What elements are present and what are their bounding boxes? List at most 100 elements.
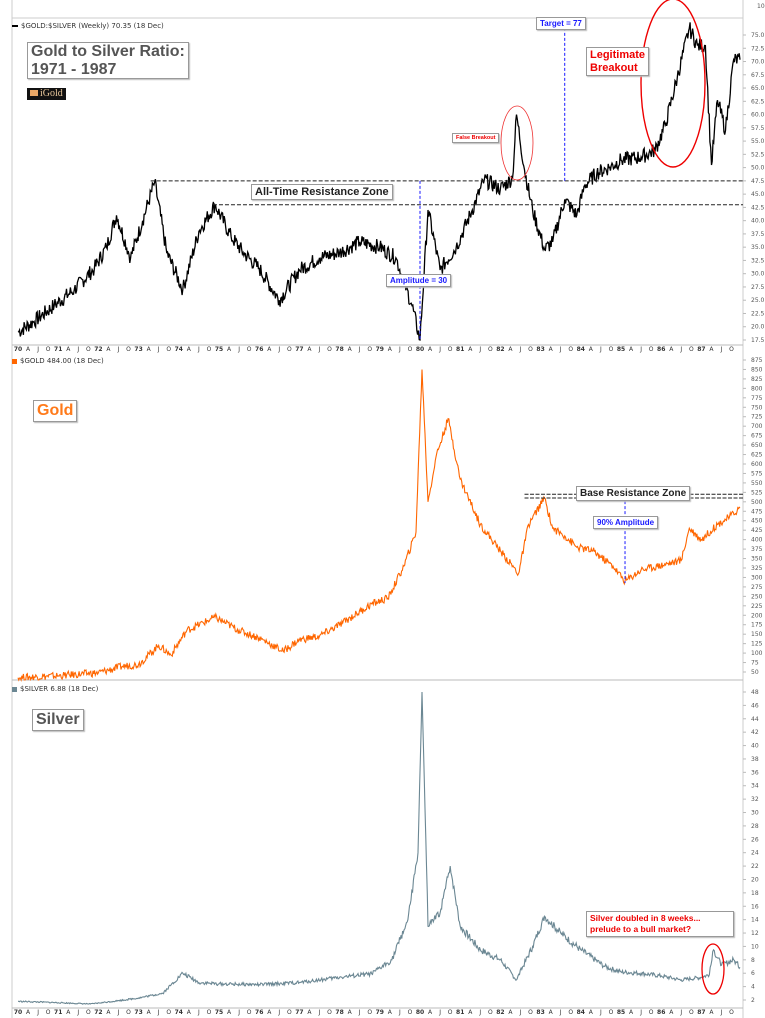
y-tick-label: 6 — [751, 970, 755, 977]
x-quarter-label: J — [76, 346, 79, 353]
y-tick-label: 48 — [751, 689, 759, 696]
x-quarter-label: O — [408, 1009, 413, 1016]
y-tick-label: 8 — [751, 957, 755, 964]
x-quarter-label: A — [709, 1009, 714, 1016]
x-year-label: 79 — [376, 346, 384, 353]
y-tick-label: 70.0 — [751, 59, 765, 66]
y-tick-label: 20.0 — [751, 324, 765, 331]
gold-series-line — [17, 369, 741, 683]
x-quarter-label: J — [76, 1009, 79, 1016]
x-quarter-label: O — [166, 1009, 171, 1016]
y-tick-label: 750 — [751, 404, 763, 411]
x-quarter-label: O — [126, 346, 131, 353]
x-quarter-label: J — [639, 346, 642, 353]
x-year-label: 76 — [255, 1009, 263, 1016]
silver-title: Silver — [32, 709, 84, 731]
x-year-label: 87 — [697, 346, 705, 353]
y-tick-label: 20 — [751, 876, 759, 883]
y-tick-label: 16 — [751, 903, 759, 910]
x-quarter-label: O — [689, 1009, 694, 1016]
x-quarter-label: O — [729, 1009, 734, 1016]
x-quarter-label: A — [508, 346, 513, 353]
x-quarter-label: A — [267, 1009, 272, 1016]
x-quarter-label: O — [528, 346, 533, 353]
x-quarter-label: A — [388, 1009, 393, 1016]
x-quarter-label: O — [448, 1009, 453, 1016]
y-tick-label: 44 — [751, 716, 759, 723]
x-quarter-label: J — [720, 346, 723, 353]
x-quarter-label: A — [147, 1009, 152, 1016]
x-year-label: 77 — [295, 346, 303, 353]
x-year-label: 72 — [94, 1009, 102, 1016]
x-quarter-label: A — [26, 1009, 31, 1016]
y-tick-label: 875 — [751, 357, 763, 364]
x-quarter-label: O — [46, 1009, 51, 1016]
x-quarter-label: O — [86, 1009, 91, 1016]
y-tick-label: 30 — [751, 810, 759, 817]
x-year-label: 71 — [54, 346, 62, 353]
x-quarter-label: A — [187, 346, 192, 353]
x-quarter-label: O — [568, 1009, 573, 1016]
x-quarter-label: J — [720, 1009, 723, 1016]
y-tick-label: 650 — [751, 442, 763, 449]
gold-amplitude-label: 90% Amplitude — [593, 516, 659, 529]
y-tick-label: 25.0 — [751, 297, 765, 304]
y-tick-label: 46 — [751, 702, 759, 709]
x-quarter-label: J — [358, 1009, 361, 1016]
y-tick-label: 45.0 — [751, 191, 765, 198]
x-quarter-label: O — [126, 1009, 131, 1016]
x-quarter-label: J — [599, 1009, 602, 1016]
x-quarter-label: A — [348, 346, 353, 353]
y-tick-label: 225 — [751, 603, 763, 610]
x-quarter-label: A — [468, 346, 473, 353]
y-tick-label: 17.5 — [751, 337, 765, 344]
x-year-label: 85 — [617, 346, 625, 353]
breakout-ellipse — [640, 0, 706, 168]
x-quarter-label: O — [287, 1009, 292, 1016]
y-tick-label: 125 — [751, 641, 763, 648]
x-quarter-label: O — [247, 1009, 252, 1016]
x-quarter-label: J — [519, 346, 522, 353]
x-quarter-label: J — [398, 346, 401, 353]
x-quarter-label: A — [669, 1009, 674, 1016]
y-tick-label: 40.0 — [751, 218, 765, 225]
x-quarter-label: A — [106, 1009, 111, 1016]
x-quarter-label: O — [247, 346, 252, 353]
x-quarter-label: J — [197, 346, 200, 353]
x-year-label: 77 — [295, 1009, 303, 1016]
x-quarter-label: A — [227, 346, 232, 353]
y-tick-label: 450 — [751, 518, 763, 525]
y-tick-label: 575 — [751, 470, 763, 477]
x-quarter-label: J — [36, 346, 39, 353]
x-year-label: 83 — [536, 1009, 544, 1016]
x-quarter-label: A — [629, 1009, 634, 1016]
y-tick-label: 36 — [751, 769, 759, 776]
ratio-legend-swatch — [12, 25, 18, 27]
amplitude-label: Amplitude = 30 — [386, 274, 452, 287]
y-tick-label: 67.5 — [751, 72, 765, 79]
y-tick-label: 100 — [751, 650, 763, 657]
y-tick-label: 22.5 — [751, 310, 765, 317]
y-tick-label: 50.0 — [751, 165, 765, 172]
igold-logo-icon — [30, 90, 38, 96]
x-quarter-label: A — [66, 346, 71, 353]
false-breakout-label: False Breakout — [452, 133, 500, 143]
y-tick-label: 425 — [751, 527, 763, 534]
y-tick-label: 10 — [751, 943, 759, 950]
x-quarter-label: A — [307, 346, 312, 353]
x-quarter-label: O — [568, 346, 573, 353]
x-quarter-label: O — [729, 346, 734, 353]
x-year-label: 74 — [175, 1009, 183, 1016]
y-tick-label: 30.0 — [751, 271, 765, 278]
ratio-title-line1: Gold to Silver Ratio: — [31, 43, 185, 60]
y-tick-label: 14 — [751, 917, 759, 924]
ratio-title-line2: 1971 - 1987 — [31, 60, 117, 78]
y-tick-label: 62.5 — [751, 98, 765, 105]
x-quarter-label: J — [117, 1009, 120, 1016]
x-quarter-label: O — [327, 346, 332, 353]
y-tick-label: 57.5 — [751, 125, 765, 132]
silver-note: Silver doubled in 8 weeks... prelude to a… — [586, 911, 734, 938]
x-quarter-label: A — [549, 346, 554, 353]
x-quarter-label: J — [157, 1009, 160, 1016]
